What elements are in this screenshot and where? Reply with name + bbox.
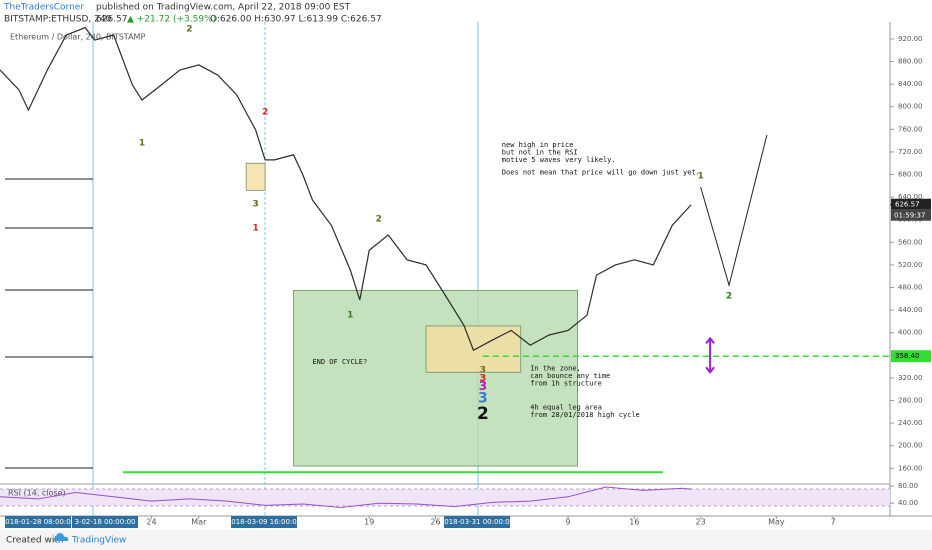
author: TheTradersCorner	[3, 3, 84, 13]
note-text: can bounce any time	[530, 372, 610, 380]
y-tick-label: 920.00	[898, 35, 923, 43]
x-tick-label: 23	[696, 518, 706, 527]
y-tick-label: 480.00	[898, 284, 923, 292]
rsi-y-tick-label: 40.00	[898, 499, 918, 507]
x-highlight-box	[5, 516, 71, 528]
x-highlight-box	[72, 516, 138, 528]
y-tick-label: 680.00	[898, 171, 923, 179]
symbol: BITSTAMP:ETHUSD, 240	[4, 15, 112, 25]
footer-created: Created with	[6, 536, 64, 546]
y-tick-label: 160.00	[898, 464, 923, 472]
zone-box	[293, 289, 578, 467]
wave-label: 2	[376, 215, 382, 225]
x-tick-label: 26	[430, 518, 440, 527]
note-text: new high in price	[502, 141, 574, 149]
countdown-box	[891, 209, 931, 221]
x-highlight-label: 2018-03-31 00:00:00	[440, 518, 514, 526]
note-text: In the zone,	[530, 364, 581, 372]
wave-label: 2	[262, 107, 268, 117]
wave-label: 2	[477, 404, 489, 424]
level-price-label: 358.40	[895, 352, 920, 360]
wave-label: 3	[479, 379, 487, 393]
y-tick-label: 760.00	[898, 125, 923, 133]
zone-box	[245, 162, 266, 191]
x-highlight-label: 2018-01-28 08:00:00	[1, 518, 75, 526]
wave-label: 2	[726, 292, 732, 302]
rsi-title: RSI (14, close)	[8, 489, 66, 498]
wave-label: 3	[479, 373, 486, 384]
rsi-y-tick-label: 80.00	[898, 482, 918, 490]
wave-label: 1	[347, 311, 353, 321]
note-text: from 28/01/2018 high cycle	[530, 411, 640, 419]
x-highlight-label: 3-02-18 00:00:00	[75, 518, 136, 526]
x-highlight-label: 2018-03-09 16:00:00	[227, 518, 301, 526]
arrow-head	[705, 336, 715, 344]
x-highlight-box	[231, 516, 297, 528]
projection-line	[700, 134, 768, 288]
wave-label: 3	[480, 366, 486, 376]
change: ▲ +21.72 (+3.59%)	[127, 15, 216, 25]
y-tick-label: 640.00	[898, 193, 923, 201]
note-text: from 1h structure	[530, 379, 602, 387]
wave-label: 1	[139, 138, 145, 148]
wave-label: 1	[698, 172, 704, 182]
countdown-label: 01:59:37	[894, 212, 925, 220]
x-highlight-box	[444, 516, 510, 528]
x-tick-label: May	[768, 518, 785, 527]
y-tick-label: 560.00	[898, 238, 923, 246]
price-line	[0, 26, 692, 352]
published: published on TradingView.com, April 22, …	[96, 3, 351, 13]
note-text: motive 5 waves very likely.	[502, 156, 616, 164]
y-tick-label: 400.00	[898, 329, 923, 337]
x-tick-label: 16	[629, 518, 639, 527]
note-text: Does not mean that price will go down ju…	[502, 168, 700, 176]
arrow-head	[705, 366, 715, 374]
x-tick-label: 9	[566, 518, 571, 527]
y-tick-label: 520.00	[898, 261, 923, 269]
y-tick-label: 240.00	[898, 419, 923, 427]
y-tick-label: 880.00	[898, 58, 923, 66]
y-tick-label: 800.00	[898, 103, 923, 111]
x-tick-label: 24	[146, 518, 156, 527]
footer-bar	[0, 530, 932, 550]
wave-label: 3	[253, 199, 259, 209]
note-text: END OF CYCLE?	[312, 358, 367, 366]
x-tick-label: 19	[364, 518, 374, 527]
y-tick-label: 280.00	[898, 397, 923, 405]
chart-title: Ethereum / Dollar, 240, BITSTAMP	[10, 33, 145, 42]
last-price-label: 626.57	[895, 201, 920, 209]
rsi-band	[0, 489, 890, 506]
ohlc: O:626.00 H:630.97 L:613.99 C:626.57	[210, 15, 382, 25]
footer-logo	[53, 533, 69, 541]
x-tick-label: Mar	[191, 518, 207, 527]
wave-label: 1	[253, 224, 259, 234]
x-tick-label: 7	[831, 518, 836, 527]
y-tick-label: 720.00	[898, 148, 923, 156]
last-price-box	[891, 198, 931, 210]
price: 626.57	[96, 15, 128, 25]
y-tick-label: 440.00	[898, 306, 923, 314]
left-levels	[5, 178, 93, 469]
wave-label: 2	[186, 24, 192, 34]
y-tick-label: 840.00	[898, 80, 923, 88]
level-price-box	[891, 350, 931, 363]
wave-label: 3	[478, 390, 488, 406]
y-tick-label: 320.00	[898, 374, 923, 382]
rsi-line	[0, 486, 692, 508]
note-text: but not in the RSI	[502, 149, 578, 157]
note-text: 4h equal leg area	[530, 403, 602, 411]
footer-brand: TradingView	[71, 536, 126, 546]
y-tick-label: 200.00	[898, 442, 923, 450]
